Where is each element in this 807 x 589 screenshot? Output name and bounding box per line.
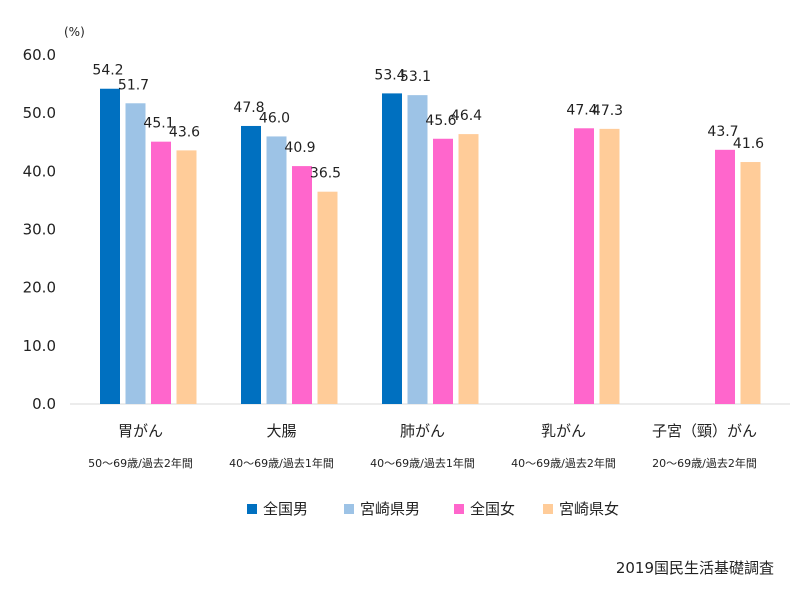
bar-value-label: 45.1 [143, 116, 174, 132]
category-label: 胃がん [118, 422, 163, 440]
bar-value-label: 51.7 [118, 77, 149, 93]
category-label: 乳がん [541, 422, 586, 440]
bars [100, 88, 761, 405]
y-tick-label: 30.0 [23, 221, 56, 239]
bar-value-label: 45.6 [425, 113, 456, 129]
bar-value-label: 54.2 [92, 63, 123, 79]
y-unit-label: (%) [64, 25, 85, 39]
bar [151, 141, 171, 404]
bar [458, 134, 479, 404]
bar-value-label: 53.1 [400, 69, 431, 85]
source-note: 2019国民生活基礎調査 [616, 559, 774, 577]
y-tick-label: 20.0 [23, 279, 56, 297]
bar [715, 149, 735, 404]
bar-value-label: 47.8 [233, 100, 264, 116]
category-labels: 胃がん 大腸 肺がん 乳がん 子宮（頸）がん [118, 422, 757, 440]
legend-swatch [344, 504, 354, 514]
category-subtitle: 50～69歳/過去2年間 [88, 456, 193, 470]
bar [599, 128, 620, 404]
category-subtitle: 40～69歳/過去1年間 [229, 456, 334, 470]
bar-value-label: 40.9 [284, 140, 315, 156]
bar [241, 125, 261, 405]
bar-value-label: 46.0 [259, 110, 290, 126]
legend-swatch [454, 504, 464, 514]
legend: 全国男 宮崎県男 全国女 宮崎県女 [247, 500, 619, 518]
value-labels: 54.251.7 45.143.6 47.846.0 40.9 36.5 53.453.1… [92, 63, 764, 182]
bar [292, 166, 312, 404]
category-label: 大腸 [266, 422, 296, 440]
legend-label: 宮崎県女 [559, 500, 619, 518]
legend-label: 全国男 [263, 500, 308, 518]
bar-value-label: 47.4 [566, 102, 597, 118]
bar [740, 162, 761, 404]
bar-value-label: 43.6 [169, 124, 200, 140]
legend-swatch [543, 504, 553, 514]
y-tick-label: 0.0 [32, 395, 56, 413]
y-tick-label: 40.0 [23, 162, 56, 180]
bar [407, 95, 428, 404]
bar-value-label: 43.7 [707, 124, 738, 140]
y-tick-label: 50.0 [23, 104, 56, 122]
bar [574, 128, 594, 405]
bar-value-label: 36.5 [310, 166, 341, 182]
bar [176, 150, 197, 404]
category-subtitle: 40～69歳/過去2年間 [511, 456, 616, 470]
y-axis-ticks: 0.0 10.0 20.0 30.0 40.0 50.0 60.0 [23, 46, 56, 413]
bar [317, 191, 338, 404]
bar [382, 93, 402, 404]
bar [433, 138, 453, 404]
bar [100, 88, 120, 404]
legend-swatch [247, 504, 257, 514]
bar-value-label: 41.6 [733, 136, 764, 152]
category-label: 子宮（頸）がん [652, 422, 757, 440]
bar-value-label: 46.4 [451, 108, 482, 124]
category-label: 肺がん [400, 422, 445, 440]
legend-label: 全国女 [470, 500, 515, 518]
bar-value-label: 53.4 [374, 67, 405, 83]
category-subtitle: 40～69歳/過去1年間 [370, 456, 475, 470]
bar [125, 103, 146, 405]
y-tick-label: 60.0 [23, 46, 56, 64]
legend-label: 宮崎県男 [360, 500, 420, 518]
bar [266, 136, 287, 404]
category-subtitles: 50～69歳/過去2年間 40～69歳/過去1年間 40～69歳/過去1年間 40～6… [88, 456, 757, 470]
bar-value-label: 47.3 [592, 103, 623, 119]
category-subtitle: 20～69歳/過去2年間 [652, 456, 757, 470]
y-tick-label: 10.0 [23, 337, 56, 355]
